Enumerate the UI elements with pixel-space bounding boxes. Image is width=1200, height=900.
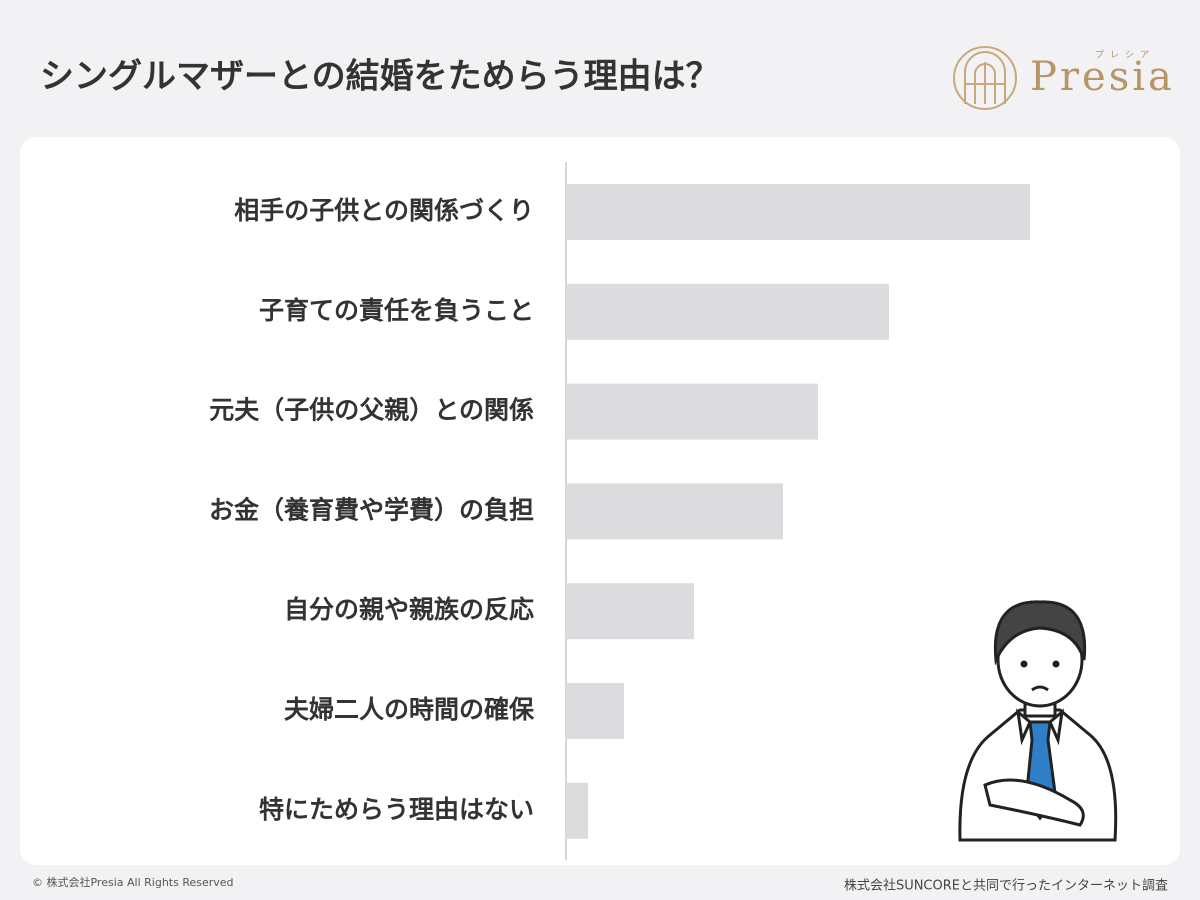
copyright: © 株式会社Presia All Rights Reserved xyxy=(32,875,234,889)
bar xyxy=(566,683,624,739)
category-label: 相手の子供との関係づくり xyxy=(234,196,534,225)
category-label: 特にためらう理由はない xyxy=(259,795,534,824)
mouth xyxy=(1031,685,1049,692)
category-label: お金（養育費や学費）の負担 xyxy=(209,495,534,524)
category-label: 元夫（子供の父親）との関係 xyxy=(209,396,534,425)
bar xyxy=(566,383,818,440)
bar xyxy=(566,283,889,340)
illustration xyxy=(958,600,1118,842)
arms xyxy=(983,778,1085,827)
bar xyxy=(566,184,1030,240)
category-label: 夫婦二人の時間の確保 xyxy=(284,695,535,724)
logo-ring xyxy=(953,46,1017,110)
bar xyxy=(566,782,588,839)
eye xyxy=(1052,660,1060,668)
logo: Presia プレシア xyxy=(953,46,1175,110)
category-label: 子育ての責任を負うこと xyxy=(259,296,534,325)
hair xyxy=(993,600,1087,666)
bar xyxy=(566,483,783,540)
eye xyxy=(1020,660,1028,668)
bar xyxy=(566,583,694,640)
chart-title: シングルマザーとの結婚をためらう理由は？ xyxy=(40,57,720,97)
logo-text: Presia xyxy=(1030,54,1175,100)
logo-icon xyxy=(964,51,1006,104)
category-label: 自分の親や親族の反応 xyxy=(284,595,534,624)
source-note: 株式会社SUNCOREと共同で行ったインターネット調査 xyxy=(844,878,1168,894)
logo-reading: プレシア xyxy=(1095,50,1155,61)
